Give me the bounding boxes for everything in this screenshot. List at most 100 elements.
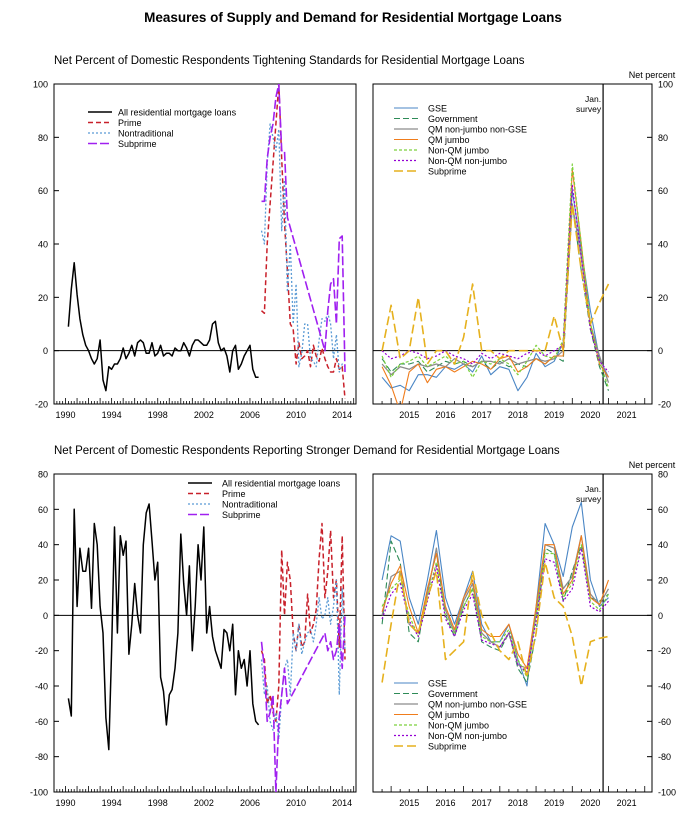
x-tick-label: 2019 [544,410,564,420]
y-tick-label: 20 [38,293,48,303]
y-tick-label: -80 [35,752,48,762]
y-axis-label: Net percent [629,460,676,470]
charts-layer: Net Percent of Domestic Respondents Tigh… [30,55,676,808]
y-tick-label: 60 [38,186,48,196]
y-tick-label: -60 [35,717,48,727]
x-tick-label: 2016 [435,410,455,420]
legend-label: Government [428,689,478,699]
legend-label: QM non-jumbo non-GSE [428,700,527,710]
y-tick-label: 40 [658,540,668,550]
legend-label: Subprime [428,167,467,177]
x-tick-label: 1994 [102,410,122,420]
y-tick-label: 80 [658,133,668,143]
series-line-non-qm-jumbo [381,163,610,389]
series-line-qm-non-jumbo-non-gse [381,203,610,383]
y-tick-label: 80 [38,133,48,143]
chart-demand-right: -100 -80 -60 -40 -20 0 20 40 60 80 2015 2016 2017 201… [372,460,676,808]
series-line-all-residential-mortgage-loans [67,503,260,751]
legend-label: QM jumbo [428,710,470,720]
chart-tighten-right: -20 0 20 40 60 80 100 2015 2016 2017 2018 2019 2020 2… [372,70,676,420]
survey-annotation: survey [576,494,602,504]
legend-label: Non-QM non-jumbo [428,156,507,166]
series-line-nontraditional [260,123,346,373]
x-tick-label: 2014 [332,410,352,420]
x-tick-label: 2021 [617,798,637,808]
x-tick-label: 1998 [148,410,168,420]
x-tick-label: 1990 [56,410,76,420]
y-tick-label: 0 [658,611,663,621]
y-tick-label: -20 [658,646,671,656]
series-line-subprime [381,561,609,687]
series-line-subprime [381,203,610,365]
plot-frame [53,473,357,793]
series-line-prime [260,84,346,399]
legend-label: All residential mortgage loans [222,479,341,489]
series-line-non-qm-non-jumbo [381,184,609,373]
y-tick-label: -60 [658,717,671,727]
legend-label: GSE [428,104,447,114]
legend-label: Subprime [118,139,157,149]
legend-label: Government [428,114,478,124]
y-tick-label: -20 [35,646,48,656]
x-tick-label: 2006 [240,798,260,808]
plot-frame [372,473,653,793]
legend-label: Subprime [222,510,261,520]
legend-label: QM jumbo [428,135,470,145]
chart-tighten-left: Net Percent of Domestic Respondents Tigh… [33,55,525,420]
x-tick-label: 2020 [580,410,600,420]
legend-label: Prime [222,489,246,499]
figure-title: Measures of Supply and Demand for Reside… [144,10,562,25]
y-tick-label: 20 [38,576,48,586]
chart-title: Net Percent of Domestic Respondents Tigh… [54,55,525,67]
x-tick-label: 1994 [102,798,122,808]
legend-label: Prime [118,118,142,128]
x-tick-label: 2018 [508,410,528,420]
series-line-prime [260,522,346,723]
survey-annotation: survey [576,104,602,114]
chart-demand-left: Net Percent of Domestic Respondents Repo… [30,445,560,808]
x-tick-label: 2015 [399,410,419,420]
y-tick-label: 80 [658,470,668,480]
x-tick-label: 2014 [332,798,352,808]
y-tick-label: -80 [658,752,671,762]
legend-label: Nontraditional [222,500,278,510]
y-tick-label: 100 [33,80,48,90]
legend-label: Nontraditional [118,129,174,139]
series-line-gse [381,501,609,687]
legend-label: GSE [428,679,447,689]
y-tick-label: -40 [658,682,671,692]
x-tick-label: 2006 [240,410,260,420]
y-tick-label: 60 [658,505,668,515]
legend-label: Non-QM jumbo [428,146,489,156]
y-tick-label: -20 [35,400,48,410]
y-tick-label: -20 [658,400,671,410]
x-tick-label: 2017 [472,798,492,808]
x-tick-label: 2021 [617,410,637,420]
survey-annotation: Jan. [585,484,601,494]
y-tick-label: 40 [38,240,48,250]
x-tick-label: 2002 [194,410,214,420]
legend-label: Non-QM jumbo [428,721,489,731]
x-tick-label: 2017 [472,410,492,420]
x-tick-label: 2015 [399,798,419,808]
y-axis-label: Net percent [629,70,676,80]
x-tick-label: 2010 [286,798,306,808]
x-tick-label: 1998 [148,798,168,808]
x-tick-label: 2016 [435,798,455,808]
x-tick-label: 2010 [286,410,306,420]
y-tick-label: 60 [658,186,668,196]
y-tick-label: 80 [38,470,48,480]
y-tick-label: 100 [658,80,673,90]
y-tick-label: 0 [43,346,48,356]
y-tick-label: 0 [658,346,663,356]
legend-label: QM non-jumbo non-GSE [428,125,527,135]
legend-label: All residential mortgage loans [118,108,237,118]
y-tick-label: -100 [30,788,48,798]
legend-label: Subprime [428,742,467,752]
x-tick-label: 2002 [194,798,214,808]
series-line-government [381,540,609,684]
series-line-nontraditional [260,579,346,740]
